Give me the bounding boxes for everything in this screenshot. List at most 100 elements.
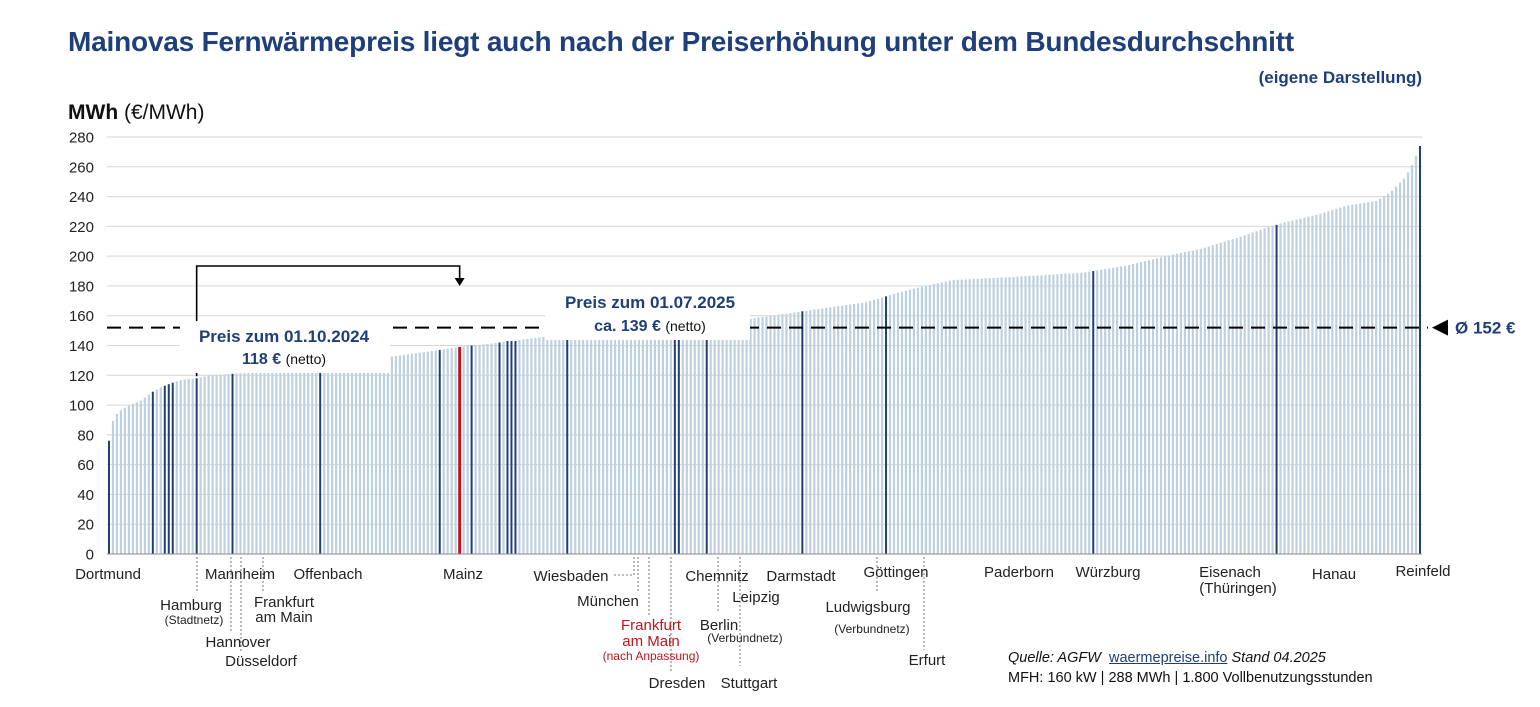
- y-tick-label: 180: [69, 278, 94, 295]
- city-label-hamburg: Hamburg: [160, 597, 222, 614]
- bar: [1116, 267, 1119, 554]
- bar: [327, 363, 330, 554]
- bar: [833, 306, 836, 554]
- bar: [1068, 273, 1071, 554]
- bar: [765, 316, 768, 554]
- city-label-frankfurt-new-line2: am Main: [622, 633, 680, 650]
- bar: [1255, 231, 1258, 554]
- bar: [1056, 274, 1059, 554]
- bar-mannheim: [163, 385, 166, 554]
- bar: [251, 372, 254, 554]
- bar: [175, 381, 178, 554]
- bar: [343, 361, 346, 554]
- bar: [430, 351, 433, 554]
- bar: [613, 331, 617, 554]
- bar: [1267, 226, 1270, 555]
- city-label-paderborn: Paderborn: [984, 564, 1054, 581]
- annotation-old-price-value: 118 €: [242, 351, 286, 368]
- bar: [1295, 219, 1298, 554]
- bar: [542, 336, 545, 554]
- y-tick-label: 220: [69, 219, 94, 236]
- bar: [1159, 257, 1163, 554]
- source-details: MFH: 160 kW | 288 MWh | 1.800 Vollbenutz…: [1008, 670, 1373, 686]
- bar: [446, 348, 449, 554]
- annotation-new-title: Preis zum 01.07.2025: [565, 293, 735, 312]
- bar: [1215, 244, 1218, 554]
- bar: [865, 302, 868, 554]
- bar: [434, 350, 437, 554]
- city-label-offenbach: Offenbach: [294, 566, 363, 583]
- bar: [1343, 206, 1346, 555]
- bar-münchen: [438, 349, 441, 554]
- bar: [1032, 275, 1035, 554]
- bar: [602, 332, 605, 554]
- bar: [1355, 204, 1358, 555]
- bar: [1139, 262, 1143, 554]
- bar: [550, 336, 553, 554]
- city-label-eisenach-line2: (Thüringen): [1199, 580, 1277, 597]
- bar: [354, 360, 358, 554]
- bar: [1132, 264, 1135, 554]
- source-link[interactable]: waermepreise.info: [1109, 650, 1228, 666]
- bar: [131, 403, 134, 554]
- annotation-new-box: [545, 290, 750, 340]
- bar: [960, 279, 963, 554]
- bar: [793, 312, 796, 554]
- city-label-berlin-sub: (Verbundnetz): [707, 631, 782, 645]
- bar: [263, 371, 266, 554]
- bar: [1135, 263, 1139, 554]
- bar: [1311, 215, 1314, 554]
- bar: [370, 358, 374, 554]
- bar: [952, 279, 955, 554]
- city-label-duesseldorf: Düsseldorf: [225, 653, 298, 670]
- bar: [849, 304, 852, 554]
- bar: [255, 372, 258, 554]
- annotation-old-price: 118 € (netto): [242, 351, 326, 368]
- bar: [187, 379, 190, 554]
- bar: [725, 321, 728, 554]
- bar: [1008, 277, 1011, 554]
- bar: [299, 367, 302, 554]
- bar: [689, 324, 692, 554]
- bar: [1199, 248, 1202, 555]
- bar: [1048, 274, 1051, 554]
- bar: [426, 351, 429, 554]
- y-axis-label-bold: MWh: [68, 101, 118, 124]
- bar: [609, 331, 613, 554]
- bar: [681, 325, 684, 554]
- city-label-berlin: Berlin: [700, 617, 738, 634]
- city-label-goettingen: Göttingen: [863, 564, 928, 581]
- bar: [717, 321, 720, 554]
- bar: [1020, 276, 1023, 554]
- bar: [123, 407, 127, 554]
- city-label-erfurt: Erfurt: [909, 652, 947, 669]
- bar: [295, 368, 298, 554]
- bar: [829, 307, 832, 554]
- bar-paderborn: [801, 311, 804, 554]
- bar: [390, 356, 394, 554]
- bar: [598, 332, 601, 554]
- bar: [805, 310, 808, 554]
- annotation-old-title: Preis zum 01.10.2024: [199, 327, 370, 346]
- bar: [1347, 205, 1350, 554]
- bar: [526, 338, 529, 554]
- bar: [1235, 237, 1238, 554]
- bar: [366, 359, 370, 554]
- chart-title: Mainovas Fernwärmepreis liegt auch nach …: [68, 26, 1294, 57]
- bar: [414, 353, 417, 554]
- bar: [633, 329, 637, 554]
- annotation-old-box: [180, 321, 390, 373]
- bar: [1163, 256, 1167, 554]
- bar: [1239, 236, 1242, 554]
- bar: [179, 380, 182, 554]
- bar: [534, 337, 537, 554]
- bar: [773, 315, 776, 554]
- bar: [1084, 272, 1087, 554]
- bar: [1195, 249, 1198, 554]
- bar: [1227, 240, 1230, 554]
- bar: [1147, 260, 1151, 554]
- bar: [1052, 274, 1055, 554]
- bar: [1040, 275, 1043, 554]
- bar: [813, 309, 816, 554]
- bar: [418, 352, 421, 554]
